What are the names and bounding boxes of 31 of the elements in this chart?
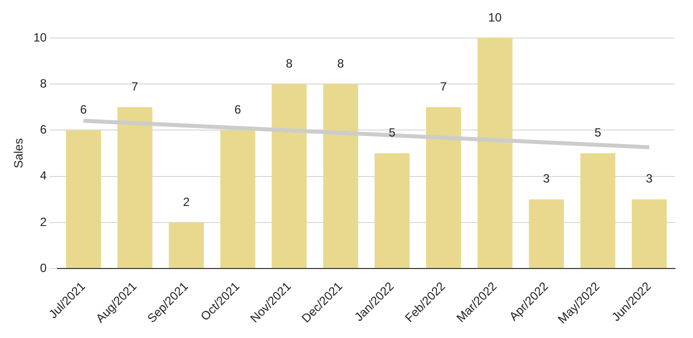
y-tick-label: 6 xyxy=(40,122,48,137)
bar xyxy=(528,199,564,268)
data-label: 7 xyxy=(132,79,139,94)
bar xyxy=(168,222,204,268)
bar xyxy=(426,107,462,268)
bar xyxy=(374,153,410,268)
data-label: 3 xyxy=(543,172,550,186)
bar xyxy=(580,153,616,268)
y-axis-title: Sales xyxy=(12,138,26,168)
bar xyxy=(477,38,512,268)
data-label: 10 xyxy=(488,10,502,24)
y-tick-label: 8 xyxy=(40,76,48,90)
bar xyxy=(272,84,307,268)
data-label: 8 xyxy=(286,56,293,70)
bar xyxy=(66,130,101,268)
y-tick-label: 2 xyxy=(40,214,48,229)
y-tick-label: 4 xyxy=(40,168,48,183)
data-label: 7 xyxy=(440,79,448,94)
data-label: 8 xyxy=(337,56,344,70)
data-label: 6 xyxy=(80,102,88,117)
bar xyxy=(632,199,667,268)
data-label: 2 xyxy=(183,194,190,209)
bar xyxy=(117,107,152,268)
data-label: 3 xyxy=(646,172,653,186)
bar xyxy=(323,84,358,268)
data-label: 5 xyxy=(594,126,602,140)
data-label: 6 xyxy=(234,102,242,117)
bar xyxy=(220,130,256,268)
y-tick-label: 0 xyxy=(40,260,48,275)
data-label: 5 xyxy=(388,126,396,140)
y-tick-label: 10 xyxy=(33,30,48,44)
